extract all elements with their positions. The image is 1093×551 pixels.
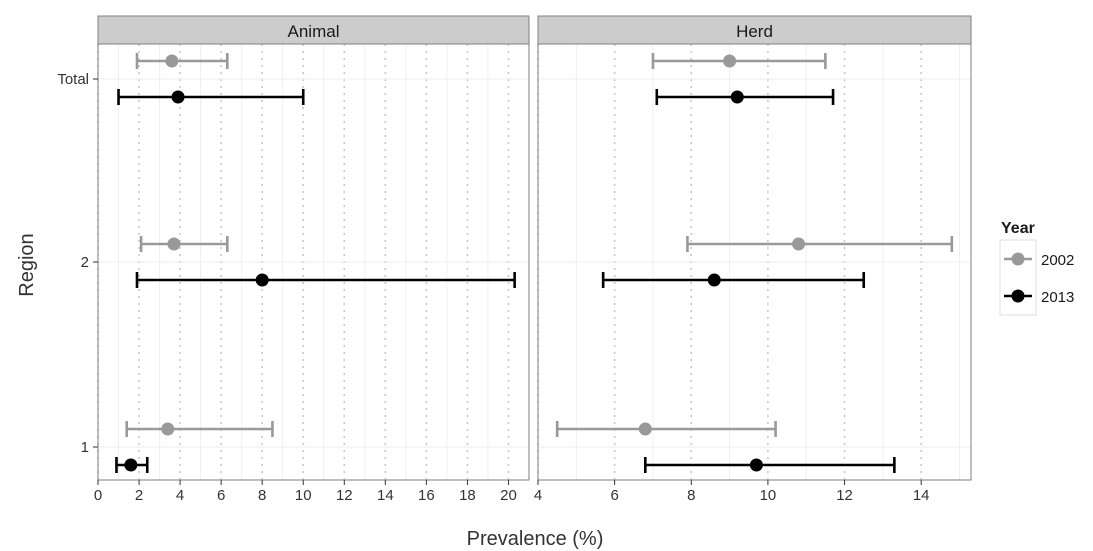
x-axis-title: Prevalence (%) [467, 528, 604, 550]
facet-strips: Animal Herd [97, 15, 972, 45]
panel-border [537, 43, 972, 481]
x-tick-label: 8 [258, 487, 266, 504]
x-tick-label: 20 [500, 487, 517, 504]
errorbar-2013 [117, 89, 305, 105]
errorbar-2013 [655, 89, 835, 105]
x-tick-label: 14 [377, 487, 394, 504]
x-tick-label: 4 [534, 487, 542, 504]
errorbar-2002 [651, 53, 827, 69]
estimate-point [723, 54, 737, 68]
facet-strip [537, 15, 972, 45]
errorbar-2002 [139, 236, 229, 252]
errorbar-2002 [555, 421, 777, 437]
y-tick-label: 1 [81, 439, 89, 456]
facet-strip-label: Animal [288, 22, 340, 41]
estimate-point [730, 90, 744, 104]
data-marks [115, 53, 954, 473]
x-tick-label: 6 [217, 487, 225, 504]
legend-key-point [1011, 289, 1025, 303]
estimate-point [165, 54, 179, 68]
estimate-point [255, 273, 269, 287]
estimate-point [124, 458, 138, 472]
y-axis-title: Region [16, 233, 38, 296]
estimate-point [161, 422, 175, 436]
errorbar-2013 [115, 457, 149, 473]
errorbar-2013 [643, 457, 896, 473]
estimate-point [171, 90, 185, 104]
facet-strip-label: Herd [736, 22, 773, 41]
estimate-point [749, 458, 763, 472]
legend-title: Year [1001, 220, 1035, 237]
x-tick-label: 8 [687, 487, 695, 504]
errorbar-2002 [686, 236, 954, 252]
errorbar-2013 [601, 272, 866, 288]
legend: Year 2002 2013 [999, 220, 1074, 316]
errorbar-2013 [135, 272, 516, 288]
x-tick-label: 18 [459, 487, 476, 504]
x-tick-label: 6 [610, 487, 618, 504]
legend-label: 2013 [1041, 289, 1074, 306]
x-tick-label: 12 [836, 487, 853, 504]
x-tick-label: 16 [418, 487, 435, 504]
x-tick-label: 12 [336, 487, 353, 504]
x-tick-label: 10 [760, 487, 777, 504]
x-tick-label: 0 [94, 487, 102, 504]
x-tick-label: 4 [176, 487, 184, 504]
estimate-point [167, 237, 181, 251]
legend-key-point [1011, 252, 1025, 266]
y-tick-label: 2 [81, 254, 89, 271]
errorbar-2002 [135, 53, 229, 69]
x-tick-label: 14 [913, 487, 930, 504]
errorbar-2002 [125, 421, 274, 437]
x-tick-label: 2 [135, 487, 143, 504]
legend-label: 2002 [1041, 252, 1074, 269]
legend-key-box [999, 239, 1037, 316]
estimate-point [638, 422, 652, 436]
x-tick-label: 10 [295, 487, 312, 504]
estimate-point [792, 237, 806, 251]
y-tick-label: Total [57, 71, 89, 88]
estimate-point [707, 273, 721, 287]
